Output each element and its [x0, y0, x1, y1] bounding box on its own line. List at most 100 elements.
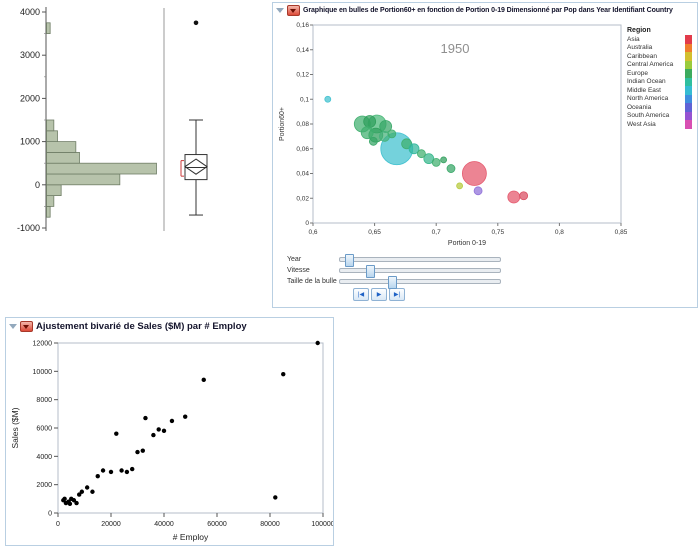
scatter-point[interactable] [273, 495, 278, 500]
step-forward-button[interactable]: ▶| [389, 288, 405, 301]
scatter-point[interactable] [84, 485, 90, 490]
scatter-point[interactable] [281, 371, 286, 377]
svg-text:0,14: 0,14 [296, 47, 309, 54]
scatter-point[interactable] [151, 432, 156, 438]
scatter-point[interactable] [71, 498, 77, 503]
legend-item[interactable]: Asia [627, 35, 692, 44]
legend-item[interactable]: Europe [627, 69, 692, 78]
scatter-point[interactable] [143, 415, 148, 421]
bubble-point[interactable] [401, 138, 413, 150]
y-axis-label: Portion60+ [279, 107, 286, 141]
scatter-point[interactable] [114, 431, 119, 436]
bubble-point[interactable] [387, 129, 397, 139]
scatter-point[interactable] [140, 448, 145, 453]
histogram-bar[interactable] [46, 141, 77, 153]
bubble-point[interactable] [423, 153, 435, 165]
scatter-point[interactable] [183, 414, 188, 419]
step-back-button[interactable]: |◀ [353, 288, 369, 301]
histogram-bar[interactable] [46, 130, 58, 143]
bubble-point[interactable] [446, 164, 456, 173]
slider-thumb[interactable] [344, 253, 354, 267]
value-axis: 4000 3000 2000 1000 0 -1000 [17, 7, 47, 233]
bubble-point[interactable] [408, 143, 420, 155]
bubble-point[interactable] [324, 95, 332, 103]
bubble-point[interactable] [456, 182, 464, 190]
bubble-panel-titlebar: Graphique en bulles de Portion60+ en fon… [273, 3, 697, 17]
slider-track[interactable] [339, 253, 501, 267]
bubble-point[interactable] [431, 157, 441, 167]
svg-text:2000: 2000 [20, 93, 40, 103]
histogram-bar[interactable] [46, 162, 157, 175]
scatter-point[interactable] [201, 377, 206, 383]
legend-color-chip [685, 111, 692, 120]
legend-item[interactable]: Oceania [627, 103, 692, 112]
legend-item[interactable]: Central America [627, 60, 692, 69]
histogram-bar[interactable] [46, 195, 55, 207]
bubble-point[interactable] [417, 149, 426, 159]
legend-color-chip [685, 103, 692, 112]
bubble-point[interactable] [519, 191, 529, 201]
histogram-bar[interactable] [46, 205, 51, 218]
scatter-point[interactable] [100, 468, 106, 473]
scatter-point[interactable] [124, 469, 130, 475]
bubble-point[interactable] [440, 156, 447, 164]
scatter-point[interactable] [135, 449, 140, 455]
svg-text:0,06: 0,06 [296, 146, 309, 153]
bubble-point[interactable] [461, 161, 487, 186]
scatter-point[interactable] [79, 489, 85, 494]
histogram-bar[interactable] [46, 151, 80, 164]
legend-item[interactable]: Caribbean [627, 52, 692, 61]
legend-item[interactable]: Australia [627, 43, 692, 52]
scatter-point[interactable] [119, 468, 124, 473]
red-triangle-menu-icon[interactable] [20, 321, 33, 332]
svg-text:0,65: 0,65 [368, 229, 381, 236]
legend-item[interactable]: West Asia [627, 120, 692, 129]
scatter-point[interactable] [95, 473, 100, 479]
histogram-bars[interactable] [46, 22, 157, 218]
outlier-boxplot[interactable] [184, 20, 208, 216]
outlier-point[interactable] [193, 20, 199, 26]
svg-text:80000: 80000 [260, 521, 280, 528]
legend-item[interactable]: Middle East [627, 86, 692, 95]
disclosure-triangle-icon[interactable] [276, 7, 284, 13]
scatter-point[interactable] [62, 496, 67, 502]
scatter-point[interactable] [90, 489, 95, 494]
histogram-bar[interactable] [46, 173, 121, 186]
scatter-point[interactable] [161, 428, 167, 434]
bubble-points[interactable] [324, 95, 529, 204]
slider-thumb[interactable] [388, 275, 397, 289]
disclosure-triangle-icon[interactable] [9, 324, 17, 329]
scatter-point[interactable] [130, 466, 135, 472]
scatter-point[interactable] [67, 501, 73, 506]
scatter-point[interactable] [77, 492, 82, 497]
legend-item[interactable]: North America [627, 94, 692, 103]
scatter-point[interactable] [156, 427, 161, 432]
bubble-point[interactable] [363, 115, 377, 128]
slider-thumb[interactable] [365, 264, 375, 278]
svg-text:8000: 8000 [36, 397, 52, 404]
bubble-point[interactable] [473, 186, 483, 196]
scatter-point[interactable] [315, 340, 320, 346]
legend-item-label: West Asia [627, 120, 656, 128]
histogram-bar[interactable] [46, 184, 62, 197]
scatter-point[interactable] [108, 469, 114, 475]
svg-text:0,85: 0,85 [615, 229, 627, 236]
legend-item[interactable]: Indian Ocean [627, 77, 692, 86]
slider-track[interactable] [339, 275, 501, 289]
play-button[interactable]: ▶ [371, 288, 387, 301]
histogram-bar[interactable] [46, 119, 55, 132]
slider-track[interactable] [339, 264, 501, 278]
histogram-bar[interactable] [46, 22, 51, 34]
bubble-point[interactable] [507, 190, 521, 204]
bubble-point[interactable] [368, 136, 378, 146]
scatter-point[interactable] [169, 418, 175, 424]
bubble-point[interactable] [360, 126, 374, 140]
red-triangle-menu-icon[interactable] [287, 4, 300, 16]
slider-row-vitesse: Vitesse [287, 264, 697, 278]
scatter-points[interactable] [61, 340, 320, 506]
legend-item[interactable]: South America [627, 111, 692, 120]
year-annotation: 1950 [441, 41, 470, 56]
bubble-chart-body: 0,6 0,65 0,7 0,75 0,8 0,85 0 0,02 0,04 0,06 0,08 0,… [273, 17, 697, 251]
legend-item-label: Asia [627, 35, 640, 43]
scatter-point[interactable] [74, 500, 79, 506]
